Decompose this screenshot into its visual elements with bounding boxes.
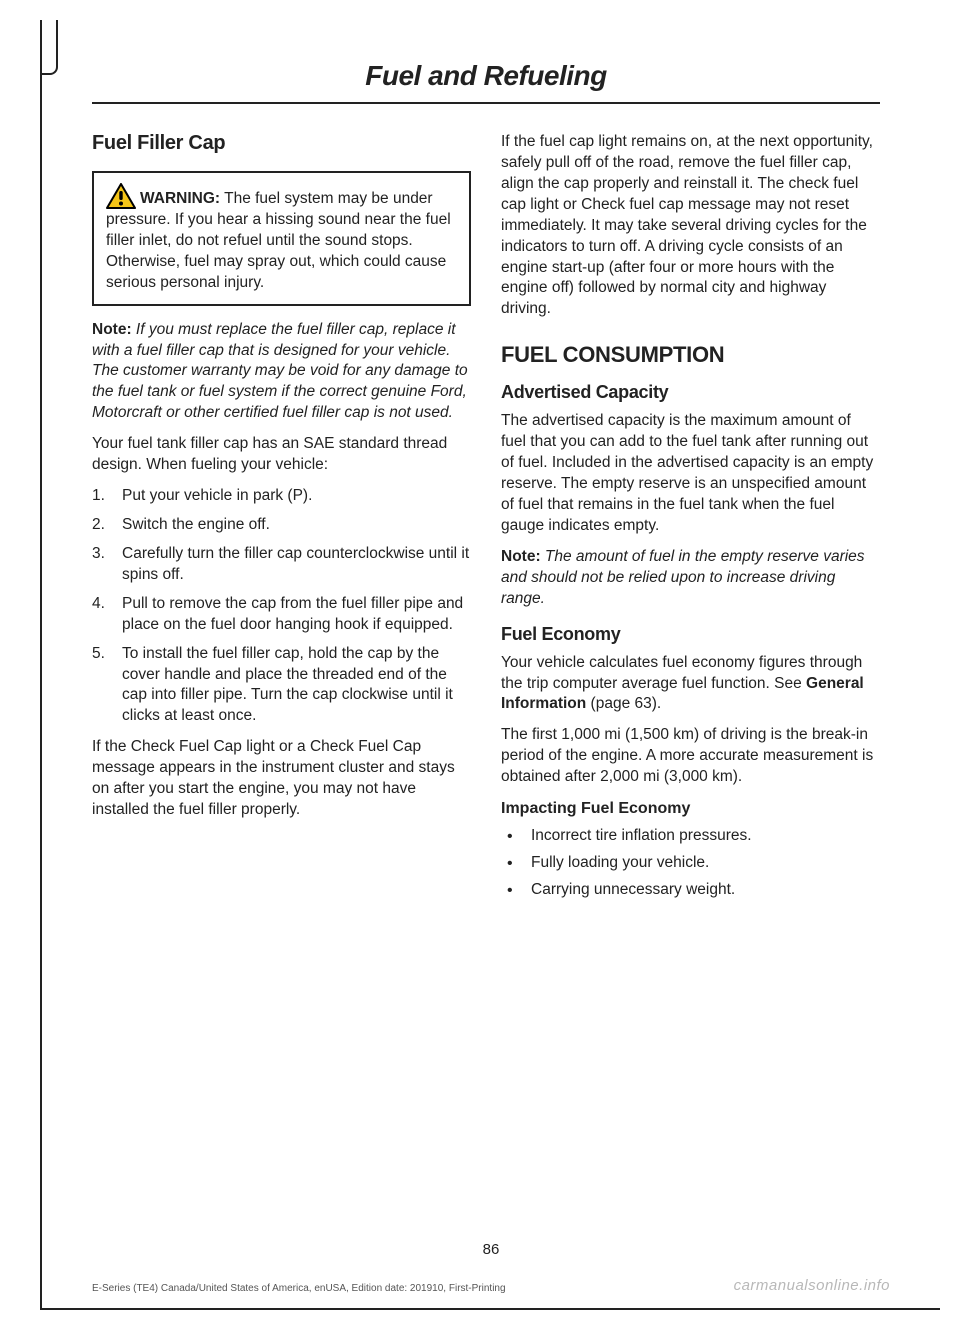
- footer-watermark: carmanualsonline.info: [734, 1277, 890, 1294]
- warning-triangle-icon: [106, 183, 136, 209]
- advertised-capacity-text: The advertised capacity is the maximum a…: [501, 411, 880, 537]
- fuel-economy-p1: Your vehicle calculates fuel economy fig…: [501, 653, 880, 716]
- fe-p1-c: (page 63).: [586, 695, 661, 712]
- two-column-layout: Fuel Filler Cap WARNING: The fuel system…: [92, 132, 880, 911]
- heading-fuel-filler-cap: Fuel Filler Cap: [92, 132, 471, 155]
- note-fuel-cap: Note: If you must replace the fuel fille…: [92, 320, 471, 425]
- heading-advertised-capacity: Advertised Capacity: [501, 382, 880, 403]
- note2-label: Note:: [501, 548, 541, 565]
- refuel-steps: Put your vehicle in park (P). Switch the…: [92, 486, 471, 727]
- step-5: To install the fuel filler cap, hold the…: [92, 644, 471, 728]
- right-column: If the fuel cap light remains on, at the…: [501, 132, 880, 911]
- note-empty-reserve: Note: The amount of fuel in the empty re…: [501, 547, 880, 610]
- page-frame: Fuel and Refueling Fuel Filler Cap WARNI…: [40, 20, 940, 1310]
- heading-fuel-economy: Fuel Economy: [501, 624, 880, 645]
- page-content: Fuel and Refueling Fuel Filler Cap WARNI…: [42, 20, 940, 911]
- note-text: If you must replace the fuel filler cap,…: [92, 321, 468, 422]
- title-divider: [92, 102, 880, 104]
- heading-fuel-consumption: FUEL CONSUMPTION: [501, 342, 880, 368]
- impacting-list: Incorrect tire inflation pressures. Full…: [501, 826, 880, 901]
- check-fuel-cap-text: If the Check Fuel Cap light or a Check F…: [92, 737, 471, 821]
- intro-text: Your fuel tank filler cap has an SAE sta…: [92, 434, 471, 476]
- fuel-cap-light-text: If the fuel cap light remains on, at the…: [501, 132, 880, 320]
- note-label: Note:: [92, 321, 132, 338]
- left-column: Fuel Filler Cap WARNING: The fuel system…: [92, 132, 471, 911]
- footer-edition-info: E-Series (TE4) Canada/United States of A…: [92, 1283, 506, 1294]
- note2-text: The amount of fuel in the empty reserve …: [501, 548, 865, 607]
- step-4: Pull to remove the cap from the fuel fil…: [92, 594, 471, 636]
- warning-label: WARNING:: [140, 190, 220, 207]
- bullet-2: Fully loading your vehicle.: [501, 853, 880, 874]
- fuel-economy-p2: The first 1,000 mi (1,500 km) of driving…: [501, 725, 880, 788]
- page-number: 86: [42, 1241, 940, 1258]
- heading-impacting-fuel-economy: Impacting Fuel Economy: [501, 800, 880, 818]
- bullet-3: Carrying unnecessary weight.: [501, 880, 880, 901]
- step-2: Switch the engine off.: [92, 515, 471, 536]
- warning-box: WARNING: The fuel system may be under pr…: [92, 171, 471, 306]
- chapter-title: Fuel and Refueling: [92, 60, 880, 102]
- page-tab: [40, 20, 58, 75]
- step-3: Carefully turn the filler cap counterclo…: [92, 544, 471, 586]
- bullet-1: Incorrect tire inflation pressures.: [501, 826, 880, 847]
- step-1: Put your vehicle in park (P).: [92, 486, 471, 507]
